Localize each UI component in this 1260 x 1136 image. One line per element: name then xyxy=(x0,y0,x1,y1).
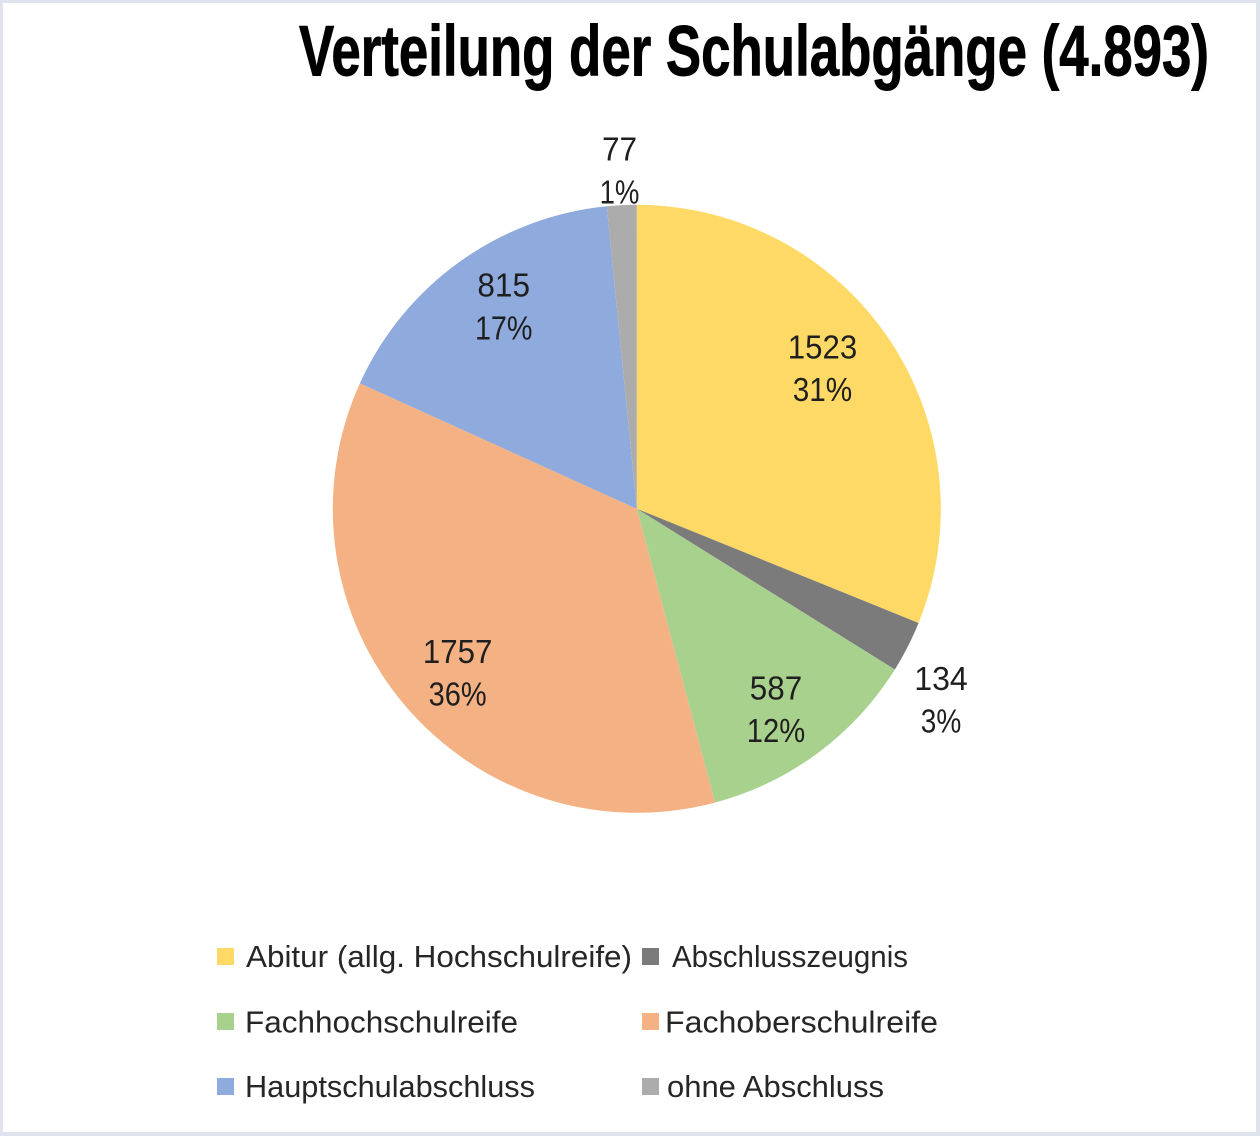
svg-text:1757: 1757 xyxy=(423,633,493,670)
svg-text:12%: 12% xyxy=(747,712,805,749)
svg-text:77: 77 xyxy=(602,131,637,168)
svg-text:Fachoberschulreife: Fachoberschulreife xyxy=(665,1005,938,1040)
svg-text:Fachhochschulreife: Fachhochschulreife xyxy=(245,1005,518,1040)
svg-text:Abitur (allg. Hochschulreife): Abitur (allg. Hochschulreife) xyxy=(246,939,632,974)
svg-text:Abschlusszeugnis: Abschlusszeugnis xyxy=(672,939,908,974)
svg-text:17%: 17% xyxy=(475,309,533,346)
svg-text:134: 134 xyxy=(914,660,968,697)
svg-text:Verteilung der Schulabgänge (4: Verteilung der Schulabgänge (4.893) xyxy=(299,12,1209,92)
svg-text:36%: 36% xyxy=(429,676,487,713)
svg-text:1%: 1% xyxy=(600,173,640,210)
svg-text:1523: 1523 xyxy=(788,329,857,366)
svg-text:587: 587 xyxy=(750,670,802,707)
svg-text:815: 815 xyxy=(477,267,530,304)
svg-text:31%: 31% xyxy=(793,371,853,408)
svg-text:Hauptschulabschluss: Hauptschulabschluss xyxy=(245,1069,535,1104)
svg-text:ohne Abschluss: ohne Abschluss xyxy=(667,1069,884,1104)
svg-text:3%: 3% xyxy=(921,703,962,740)
